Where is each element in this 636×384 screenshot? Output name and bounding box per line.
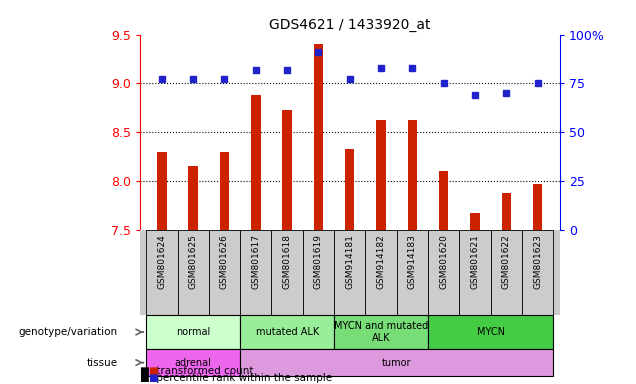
Bar	[314, 44, 323, 230]
Text: GSM801618: GSM801618	[282, 234, 292, 289]
Bar	[240, 315, 334, 349]
Bar	[240, 230, 272, 315]
Bar	[502, 193, 511, 230]
Bar	[146, 349, 240, 376]
Bar	[177, 230, 209, 315]
Bar	[439, 171, 448, 230]
Bar	[408, 121, 417, 230]
Text: GSM801621: GSM801621	[471, 234, 480, 289]
Bar	[303, 230, 334, 315]
Bar	[209, 230, 240, 315]
Bar	[471, 213, 480, 230]
Bar	[428, 315, 553, 349]
Text: MYCN and mutated
ALK: MYCN and mutated ALK	[334, 321, 428, 343]
Bar	[146, 230, 177, 315]
Bar	[282, 110, 292, 230]
Bar	[272, 230, 303, 315]
Text: GSM914182: GSM914182	[377, 234, 385, 289]
Text: MYCN: MYCN	[477, 327, 505, 337]
Bar	[377, 119, 386, 230]
Text: ■  transformed count: ■ transformed count	[140, 366, 253, 376]
Text: adrenal: adrenal	[175, 358, 212, 367]
Text: GSM801623: GSM801623	[533, 234, 543, 289]
Text: ■: ■	[148, 366, 157, 376]
Bar	[533, 184, 543, 230]
Text: GSM801617: GSM801617	[251, 234, 260, 289]
Bar	[251, 95, 261, 230]
Text: GSM801622: GSM801622	[502, 234, 511, 289]
Bar	[491, 230, 522, 315]
Bar	[220, 152, 229, 230]
Text: GSM801625: GSM801625	[189, 234, 198, 289]
Bar	[146, 315, 240, 349]
Bar	[366, 230, 397, 315]
Text: GSM914181: GSM914181	[345, 234, 354, 289]
Bar	[334, 230, 366, 315]
Text: tumor: tumor	[382, 358, 411, 367]
Bar	[334, 315, 428, 349]
Text: GSM801626: GSM801626	[220, 234, 229, 289]
Bar	[459, 230, 491, 315]
Text: ■  percentile rank within the sample: ■ percentile rank within the sample	[140, 373, 332, 383]
Bar	[522, 230, 553, 315]
Text: GSM914183: GSM914183	[408, 234, 417, 289]
Bar	[157, 152, 167, 230]
Text: ■: ■	[148, 373, 157, 383]
Text: GSM801620: GSM801620	[439, 234, 448, 289]
Bar	[428, 230, 459, 315]
Bar	[345, 149, 354, 230]
Text: normal: normal	[176, 327, 211, 337]
Text: tissue: tissue	[86, 358, 118, 367]
Text: mutated ALK: mutated ALK	[256, 327, 319, 337]
Title: GDS4621 / 1433920_at: GDS4621 / 1433920_at	[269, 18, 431, 32]
Text: GSM801624: GSM801624	[157, 234, 167, 289]
Bar	[240, 349, 553, 376]
Text: genotype/variation: genotype/variation	[18, 327, 118, 337]
Bar	[188, 166, 198, 230]
Text: GSM801619: GSM801619	[314, 234, 323, 289]
Bar	[397, 230, 428, 315]
